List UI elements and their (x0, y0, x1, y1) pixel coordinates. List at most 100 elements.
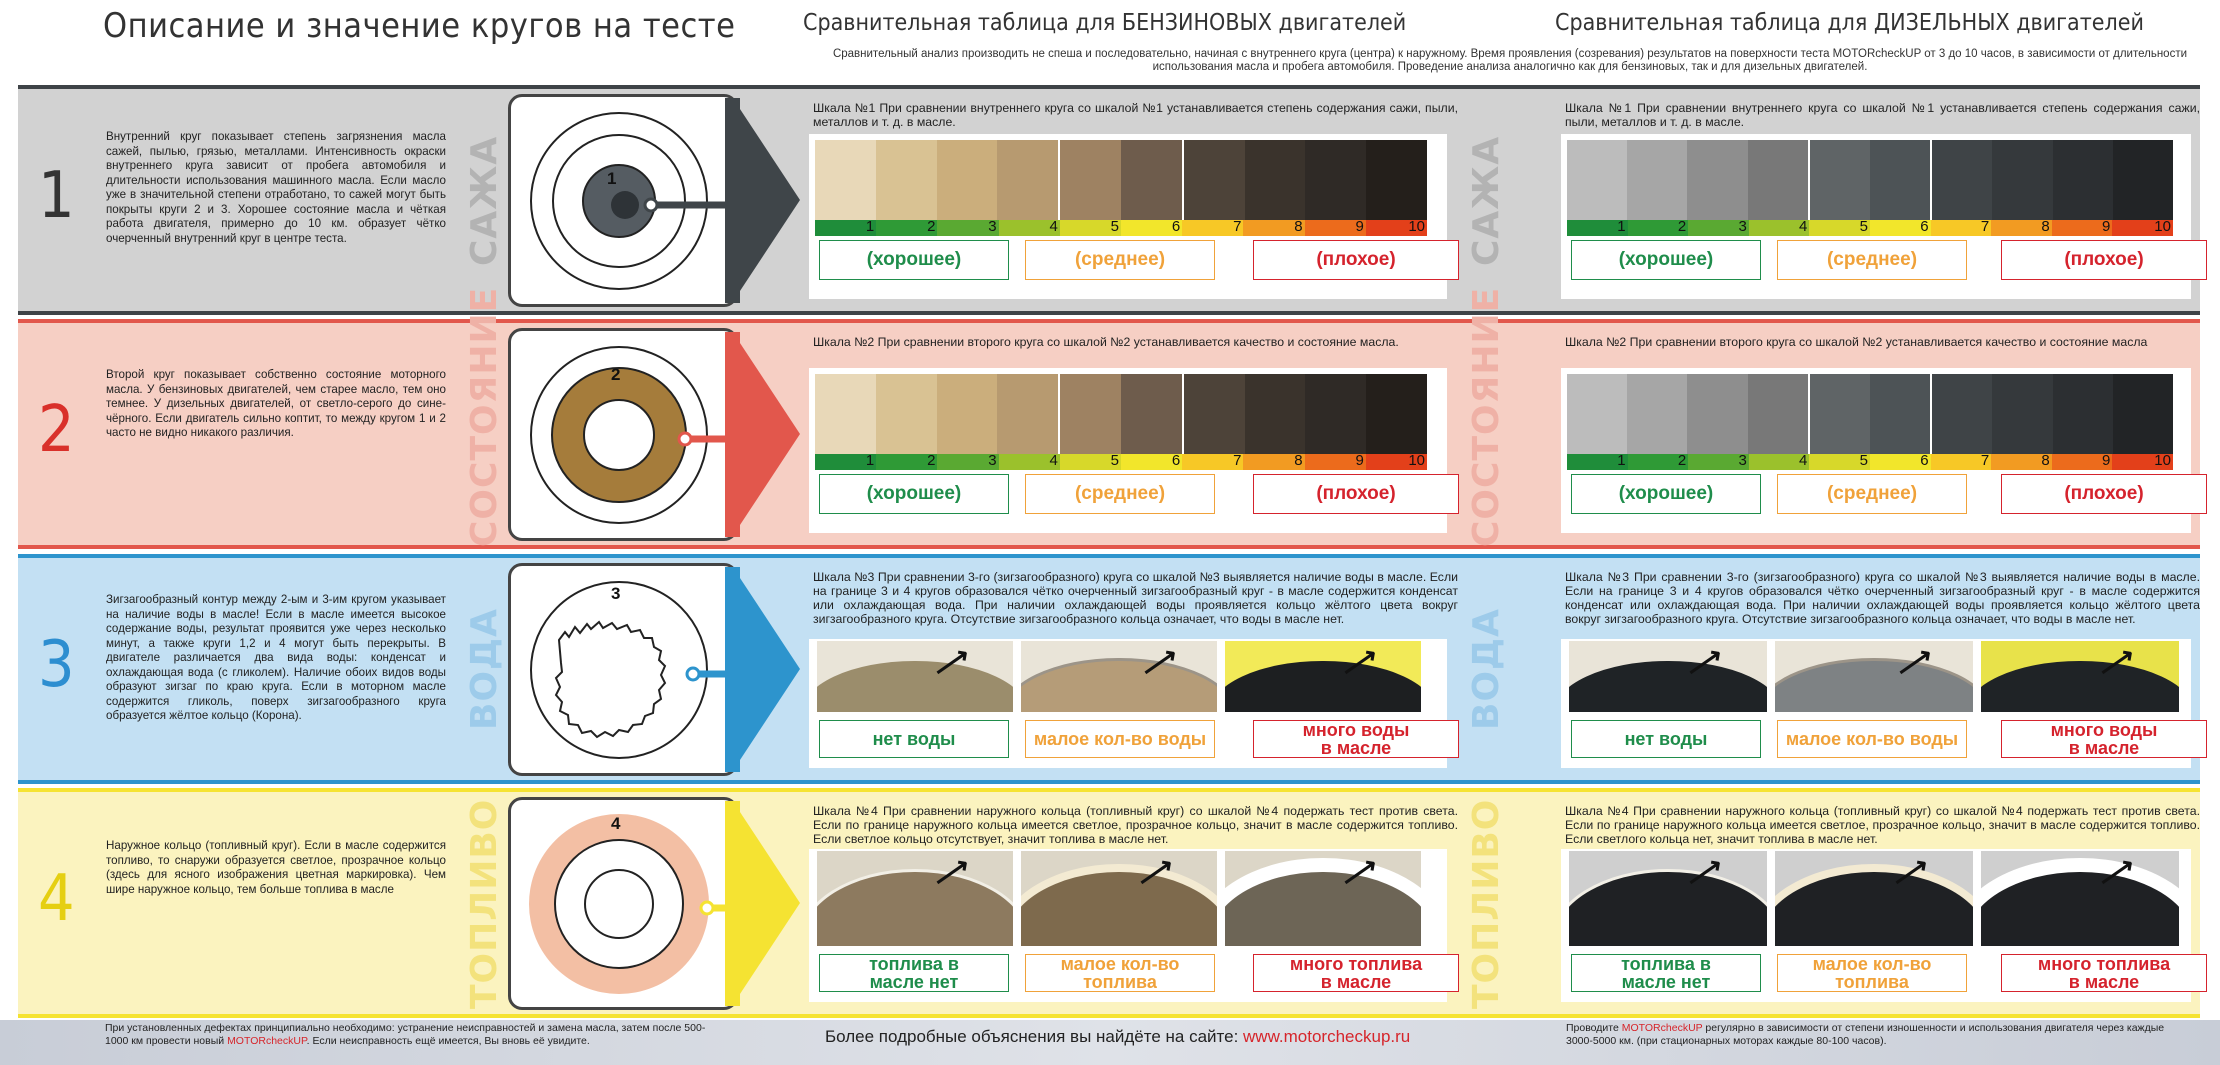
scale-number: 9 (1355, 452, 1364, 469)
sample-photo: ⟶ (1981, 641, 2179, 712)
section-number: 4 (38, 861, 75, 936)
scale-swatch (1058, 140, 1121, 220)
scale-number: 3 (1738, 218, 1747, 235)
scale-number: 9 (1355, 218, 1364, 235)
scale-step: 1 (815, 452, 877, 470)
section-divider (18, 554, 2200, 558)
diesel-scale-description: Шкала №1 При сравнении внутреннего круга… (1565, 101, 2200, 129)
scale-number: 7 (1233, 452, 1242, 469)
section-arrow-bar (725, 567, 740, 772)
scale-swatch (1244, 140, 1306, 220)
scale-number-bar: 1 2 3 4 5 6 7 8 9 10 (1567, 452, 2173, 470)
scale-swatch (1305, 374, 1367, 454)
scale-swatch (1120, 374, 1182, 454)
scale-step: 1 (1567, 452, 1628, 470)
scale-number: 3 (988, 218, 997, 235)
scale-number: 8 (1294, 452, 1303, 469)
circle-number: 4 (611, 814, 621, 833)
scale-step: 7 (1182, 218, 1244, 236)
quality-label: (среднее) (1025, 474, 1215, 514)
scale-step: 8 (1243, 452, 1305, 470)
quality-label: много воды в масле (1253, 720, 1459, 758)
scale-number: 10 (2154, 218, 2171, 235)
quality-label: (хорошее) (1571, 474, 1761, 514)
scale-number: 5 (1859, 452, 1868, 469)
scale-step: 5 (1809, 452, 1870, 470)
scale-number: 8 (1294, 218, 1303, 235)
section-arrow (738, 575, 800, 763)
scale-swatch (1181, 140, 1245, 220)
quality-label: (хорошее) (1571, 240, 1761, 280)
scale-step: 8 (1991, 218, 2052, 236)
scale-step: 3 (937, 452, 999, 470)
scale-panel: ⟶ ⟶ ⟶ нет воды малое кол-во воды много воды… (1561, 639, 2207, 768)
scale-panel: 1 2 3 4 5 6 7 8 9 10 (хорошее) (среднее) (плохое) (1561, 134, 2207, 299)
scale-swatch (1687, 140, 1748, 220)
quality-label: много воды в масле (2001, 720, 2207, 758)
scale-swatch (1992, 374, 2053, 454)
sample-photo: ⟶ (1981, 851, 2179, 946)
scale-swatch (1807, 140, 1871, 220)
diesel-scale-description: Шкала №3 При сравнении 3-го (зигзагообра… (1565, 570, 2200, 626)
scale-panel: ⟶ ⟶ ⟶ нет воды малое кол-во воды много воды… (809, 639, 1459, 768)
scale-number: 6 (1920, 452, 1929, 469)
scale-swatch (1992, 140, 2053, 220)
scale-step: 2 (1627, 452, 1689, 470)
test-circle-box: 1 (508, 94, 738, 307)
scale-step: 3 (937, 218, 999, 236)
section-divider (18, 1014, 2200, 1018)
section-description: Внутренний круг показывает степень загря… (106, 130, 446, 245)
scale-swatch (2052, 140, 2113, 220)
color-scale-swatches (815, 140, 1427, 220)
scale-number: 10 (2154, 452, 2171, 469)
test-circle-diagram (529, 814, 725, 994)
scale-step: 4 (1748, 452, 1810, 470)
circle-number: 2 (611, 365, 621, 384)
section-arrow (738, 106, 800, 294)
scale-number: 4 (1799, 218, 1808, 235)
quality-label: (среднее) (1777, 240, 1967, 280)
section-arrow (738, 340, 800, 528)
scale-panel: ⟶ ⟶ ⟶ топлива в масле нет малое кол-во топ… (809, 849, 1459, 1002)
scale-swatch (815, 374, 876, 454)
section-band-1: 1 Внутренний круг показывает степень загр… (18, 85, 2207, 315)
section-divider (18, 311, 2200, 315)
circle-number: 3 (611, 584, 621, 603)
quality-label: (среднее) (1777, 474, 1967, 514)
test-circle-diagram (530, 112, 725, 290)
scale-swatch (1687, 374, 1748, 454)
sample-photo: ⟶ (1569, 641, 1767, 712)
petrol-table-title: Сравнительная таблица для БЕНЗИНОВЫХ дви… (803, 10, 1407, 36)
scale-swatch (1244, 374, 1306, 454)
scale-step: 6 (1121, 218, 1183, 236)
scale-swatch (875, 140, 937, 220)
section-arrow-bar (725, 98, 740, 303)
scale-number: 1 (1617, 218, 1626, 235)
scale-number: 1 (1617, 452, 1626, 469)
section-vertical-label: ВОДА (464, 608, 505, 731)
scale-swatch (1807, 374, 1871, 454)
website-link[interactable]: www.motorcheckup.ru (1243, 1027, 1411, 1046)
scale-step: 6 (1869, 218, 1931, 236)
scale-number: 8 (2041, 452, 2050, 469)
color-scale-swatches (1567, 374, 2174, 454)
section-band-2: 2 Второй круг показывает собственно состо… (18, 286, 2207, 549)
quality-label: малое кол-во топлива (1025, 954, 1215, 992)
section-vertical-label: СОСТОЯНИЕ (1466, 286, 1507, 547)
circle-number: 1 (607, 169, 617, 188)
scale-swatch (1627, 140, 1688, 220)
scale-number-bar: 1 2 3 4 5 6 7 8 9 10 (1567, 218, 2173, 236)
scale-step: 1 (1567, 218, 1628, 236)
section-divider (18, 788, 2200, 792)
sample-photo: ⟶ (1225, 851, 1421, 946)
scale-swatch (1870, 374, 1931, 454)
quality-label: нет воды (1571, 720, 1761, 758)
section-divider (18, 85, 2200, 89)
section-description: Наружное кольцо (топливный круг). Если в… (106, 839, 446, 896)
section-divider (18, 319, 2200, 323)
petrol-scale-description: Шкала №2 При сравнении второго круга со … (813, 335, 1399, 349)
scale-swatch (1366, 140, 1427, 220)
test-circle-box: 2 (508, 328, 738, 541)
section-vertical-label: САЖА (1466, 135, 1507, 266)
